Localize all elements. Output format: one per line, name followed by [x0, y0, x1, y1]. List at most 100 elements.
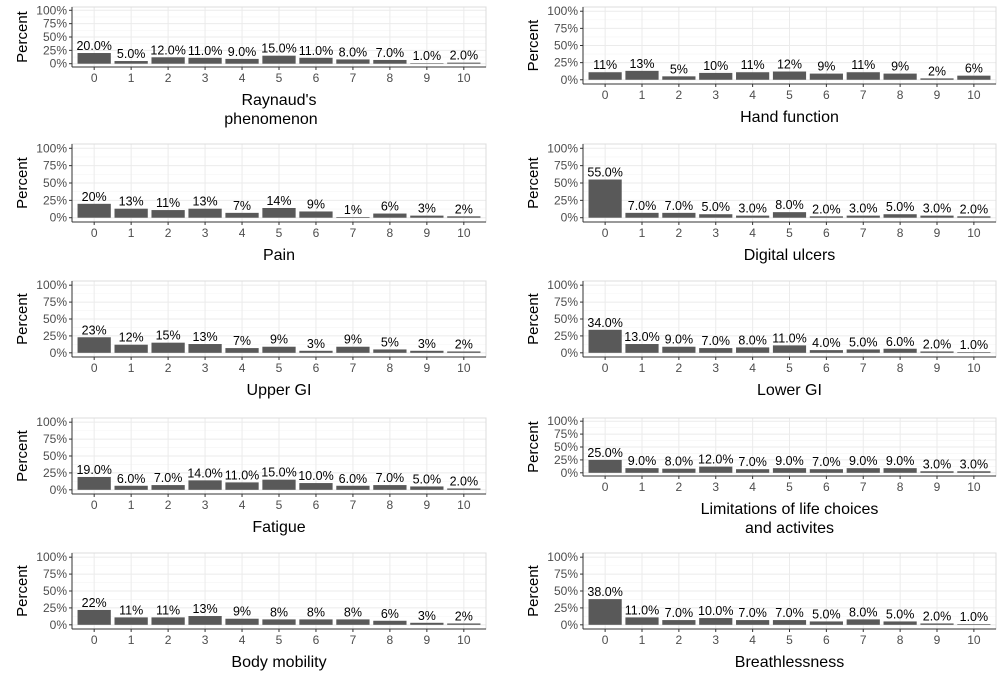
x-tick-label: 5: [786, 633, 793, 647]
x-axis-title: Limitations of life choices: [701, 501, 879, 518]
x-tick-label: 7: [860, 88, 867, 102]
bar-5: [262, 346, 296, 353]
y-axis-title: Percent: [525, 564, 542, 617]
bar-5: [262, 55, 296, 64]
data-label: 2%: [455, 609, 473, 623]
x-tick-label: 9: [934, 633, 941, 647]
bar-0: [77, 203, 111, 218]
y-tick-label: 100%: [547, 550, 578, 564]
y-axis-title: Percent: [525, 420, 542, 473]
data-label: 9%: [817, 60, 835, 74]
x-tick-label: 10: [457, 226, 471, 240]
x-tick-label: 0: [91, 71, 98, 85]
y-tick-label: 0%: [50, 211, 68, 225]
x-tick-label: 4: [749, 226, 756, 240]
x-tick-label: 4: [239, 498, 246, 512]
bar-5: [772, 71, 807, 80]
x-tick-label: 0: [602, 88, 609, 102]
x-tick-label: 3: [202, 633, 209, 647]
bar-7: [846, 215, 880, 218]
y-tick-label: 0%: [561, 346, 579, 360]
data-label: 11%: [156, 603, 180, 617]
data-label: 11.0%: [772, 331, 807, 345]
x-tick-label: 6: [823, 633, 830, 647]
x-tick-label: 3: [202, 498, 209, 512]
x-tick-label: 2: [165, 633, 172, 647]
bar-1: [625, 212, 659, 218]
data-label: 9.0%: [886, 454, 915, 468]
bar-8: [883, 621, 917, 625]
data-label: 9.0%: [775, 454, 804, 468]
x-tick-label: 8: [387, 226, 394, 240]
y-axis-title: Percent: [14, 156, 31, 209]
bar-4: [736, 469, 770, 473]
bar-8: [373, 620, 407, 625]
bar-0: [588, 179, 622, 218]
y-tick-label: 100%: [547, 414, 578, 428]
x-tick-label: 2: [165, 498, 172, 512]
bar-4: [225, 58, 259, 64]
data-label: 1.0%: [413, 49, 442, 63]
x-tick-label: 3: [712, 88, 719, 102]
bar-4: [225, 212, 259, 218]
data-label: 11.0%: [299, 44, 334, 58]
y-tick-label: 50%: [43, 449, 67, 463]
y-axis-title: Percent: [14, 292, 31, 345]
bar-0: [77, 609, 111, 625]
data-label: 11%: [593, 58, 617, 72]
bar-5: [262, 207, 296, 218]
bar-2: [662, 346, 696, 353]
x-tick-label: 1: [128, 361, 135, 375]
data-label: 2.0%: [923, 609, 952, 623]
data-label: 12%: [119, 331, 144, 345]
data-label: 9.0%: [849, 454, 878, 468]
y-tick-label: 100%: [547, 278, 578, 292]
y-tick-label: 25%: [43, 329, 67, 343]
data-label: 7.0%: [702, 334, 731, 348]
bar-9: [920, 215, 954, 218]
x-tick-label: 3: [712, 633, 719, 647]
x-tick-label: 2: [676, 480, 683, 494]
data-label: 11.0%: [225, 468, 260, 482]
y-tick-label: 0%: [50, 618, 68, 632]
data-label: 8%: [344, 605, 362, 619]
x-axis-title: Raynaud's: [241, 92, 316, 109]
data-label: 8.0%: [775, 198, 804, 212]
data-label: 10.0%: [298, 469, 333, 483]
bar-6: [299, 483, 333, 490]
data-label: 10.0%: [698, 604, 733, 618]
data-label: 20%: [82, 190, 107, 204]
data-label: 3%: [307, 337, 325, 351]
x-tick-label: 5: [276, 226, 283, 240]
data-label: 2%: [928, 64, 946, 78]
y-tick-label: 0%: [50, 483, 68, 497]
bar-1: [625, 468, 659, 473]
data-label: 7.0%: [376, 46, 405, 60]
x-tick-label: 7: [350, 361, 357, 375]
data-label: 7.0%: [812, 455, 841, 469]
x-tick-label: 8: [897, 480, 904, 494]
data-label: 7.0%: [738, 606, 767, 620]
y-tick-label: 100%: [36, 415, 67, 429]
data-label: 2.0%: [450, 474, 479, 488]
y-tick-label: 75%: [43, 17, 67, 31]
x-tick-label: 5: [276, 498, 283, 512]
bar-1: [114, 485, 148, 490]
bar-10: [447, 623, 481, 625]
bar-4: [736, 347, 770, 353]
bar-6: [809, 216, 843, 218]
x-tick-label: 8: [387, 498, 394, 512]
bar-8: [883, 348, 917, 353]
data-label: 5.0%: [849, 335, 878, 349]
data-label: 8.0%: [339, 45, 368, 59]
data-label: 13%: [193, 330, 218, 344]
data-label: 7.0%: [665, 606, 694, 620]
data-label: 11%: [741, 58, 765, 72]
y-tick-label: 25%: [554, 453, 578, 467]
data-label: 14.0%: [187, 466, 222, 480]
bar-5: [772, 212, 807, 218]
y-tick-label: 75%: [554, 159, 578, 173]
x-tick-label: 6: [313, 633, 320, 647]
x-tick-label: 10: [967, 633, 981, 647]
y-axis-title: Percent: [525, 292, 542, 345]
